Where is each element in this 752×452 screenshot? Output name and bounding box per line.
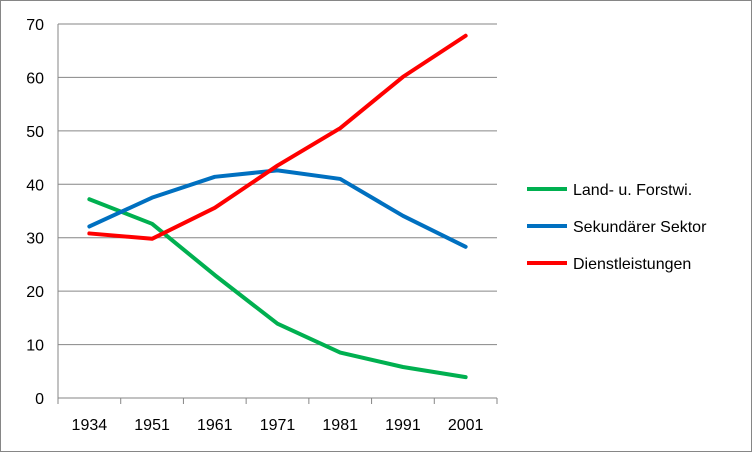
x-tick-label: 1951 (134, 417, 170, 434)
y-tick-label: 50 (26, 124, 44, 141)
x-axis-ticks: 1934 1951 1961 1971 1981 1991 2001 (72, 417, 484, 434)
legend: Land- u. Forstwi. Sekundärer Sektor Dienst… (527, 182, 707, 273)
legend-label: Sekundärer Sektor (573, 219, 707, 236)
gridlines (58, 23, 497, 346)
x-tick-label: 1961 (197, 417, 233, 434)
y-tick-label: 40 (26, 177, 44, 194)
series-line (87, 33, 468, 241)
y-tick-label: 20 (26, 284, 44, 301)
legend-label: Dienstleistungen (573, 256, 691, 273)
x-tick-label: 1981 (322, 417, 358, 434)
y-tick-label: 30 (26, 231, 44, 248)
series-lines (87, 33, 468, 380)
x-tick-label: 1934 (72, 417, 108, 434)
series-line (87, 168, 468, 249)
x-tick-label: 1971 (260, 417, 296, 434)
y-tick-label: 60 (26, 70, 44, 87)
x-tick-label: 2001 (448, 417, 484, 434)
legend-label: Land- u. Forstwi. (573, 182, 692, 199)
y-tick-label: 10 (26, 338, 44, 355)
axes (57, 24, 498, 404)
y-axis-ticks: 0 10 20 30 40 50 60 70 (26, 17, 44, 408)
y-tick-label: 70 (26, 17, 44, 34)
y-tick-label: 0 (35, 391, 44, 408)
x-tick-label: 1991 (385, 417, 421, 434)
series-line (87, 197, 468, 380)
